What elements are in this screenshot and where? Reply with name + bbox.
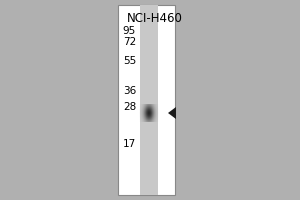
Polygon shape — [168, 107, 176, 119]
Bar — [118, 5, 175, 195]
Text: 55: 55 — [123, 56, 136, 66]
Text: 95: 95 — [123, 26, 136, 36]
Text: NCI-H460: NCI-H460 — [127, 12, 183, 25]
Bar — [140, 5, 158, 195]
Text: 17: 17 — [123, 139, 136, 149]
Text: 36: 36 — [123, 86, 136, 96]
Text: 28: 28 — [123, 102, 136, 112]
Text: 72: 72 — [123, 37, 136, 47]
